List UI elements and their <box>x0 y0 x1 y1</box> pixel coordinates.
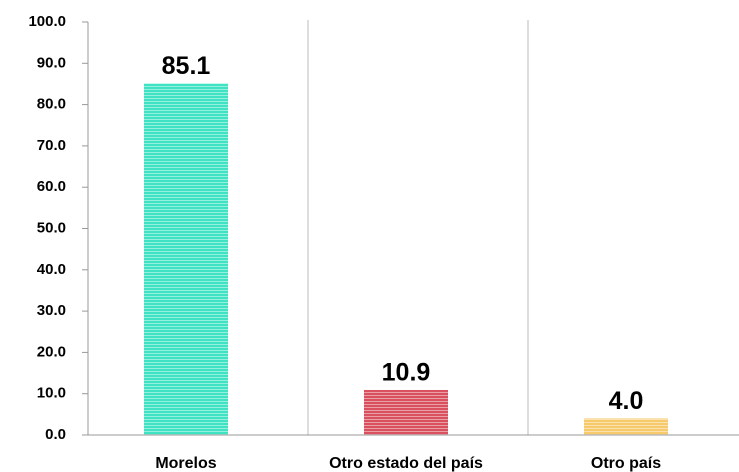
data-label: 10.9 <box>382 359 431 387</box>
y-tick-label: 20.0 <box>37 343 66 360</box>
bar-stripes <box>144 83 228 436</box>
y-tick-label: 50.0 <box>37 219 66 236</box>
bar-stripes <box>364 389 448 435</box>
y-tick-label: 70.0 <box>37 137 66 154</box>
x-tick-label: Morelos <box>155 455 216 472</box>
y-tick-label: 30.0 <box>37 302 66 319</box>
y-tick-label: 80.0 <box>37 96 66 113</box>
y-tick-label: 10.0 <box>37 385 66 402</box>
data-label: 4.0 <box>609 387 644 415</box>
data-label: 85.1 <box>162 52 211 80</box>
y-tick-label: 60.0 <box>37 178 66 195</box>
y-tick-label: 40.0 <box>37 261 66 278</box>
y-tick-label: 0.0 <box>45 426 66 443</box>
x-tick-label: Otro estado del país <box>329 455 483 472</box>
x-tick-label: Otro país <box>591 455 661 472</box>
bar-stripes <box>584 418 668 435</box>
y-tick-label: 90.0 <box>37 54 66 71</box>
y-tick-label: 100.0 <box>28 13 66 30</box>
